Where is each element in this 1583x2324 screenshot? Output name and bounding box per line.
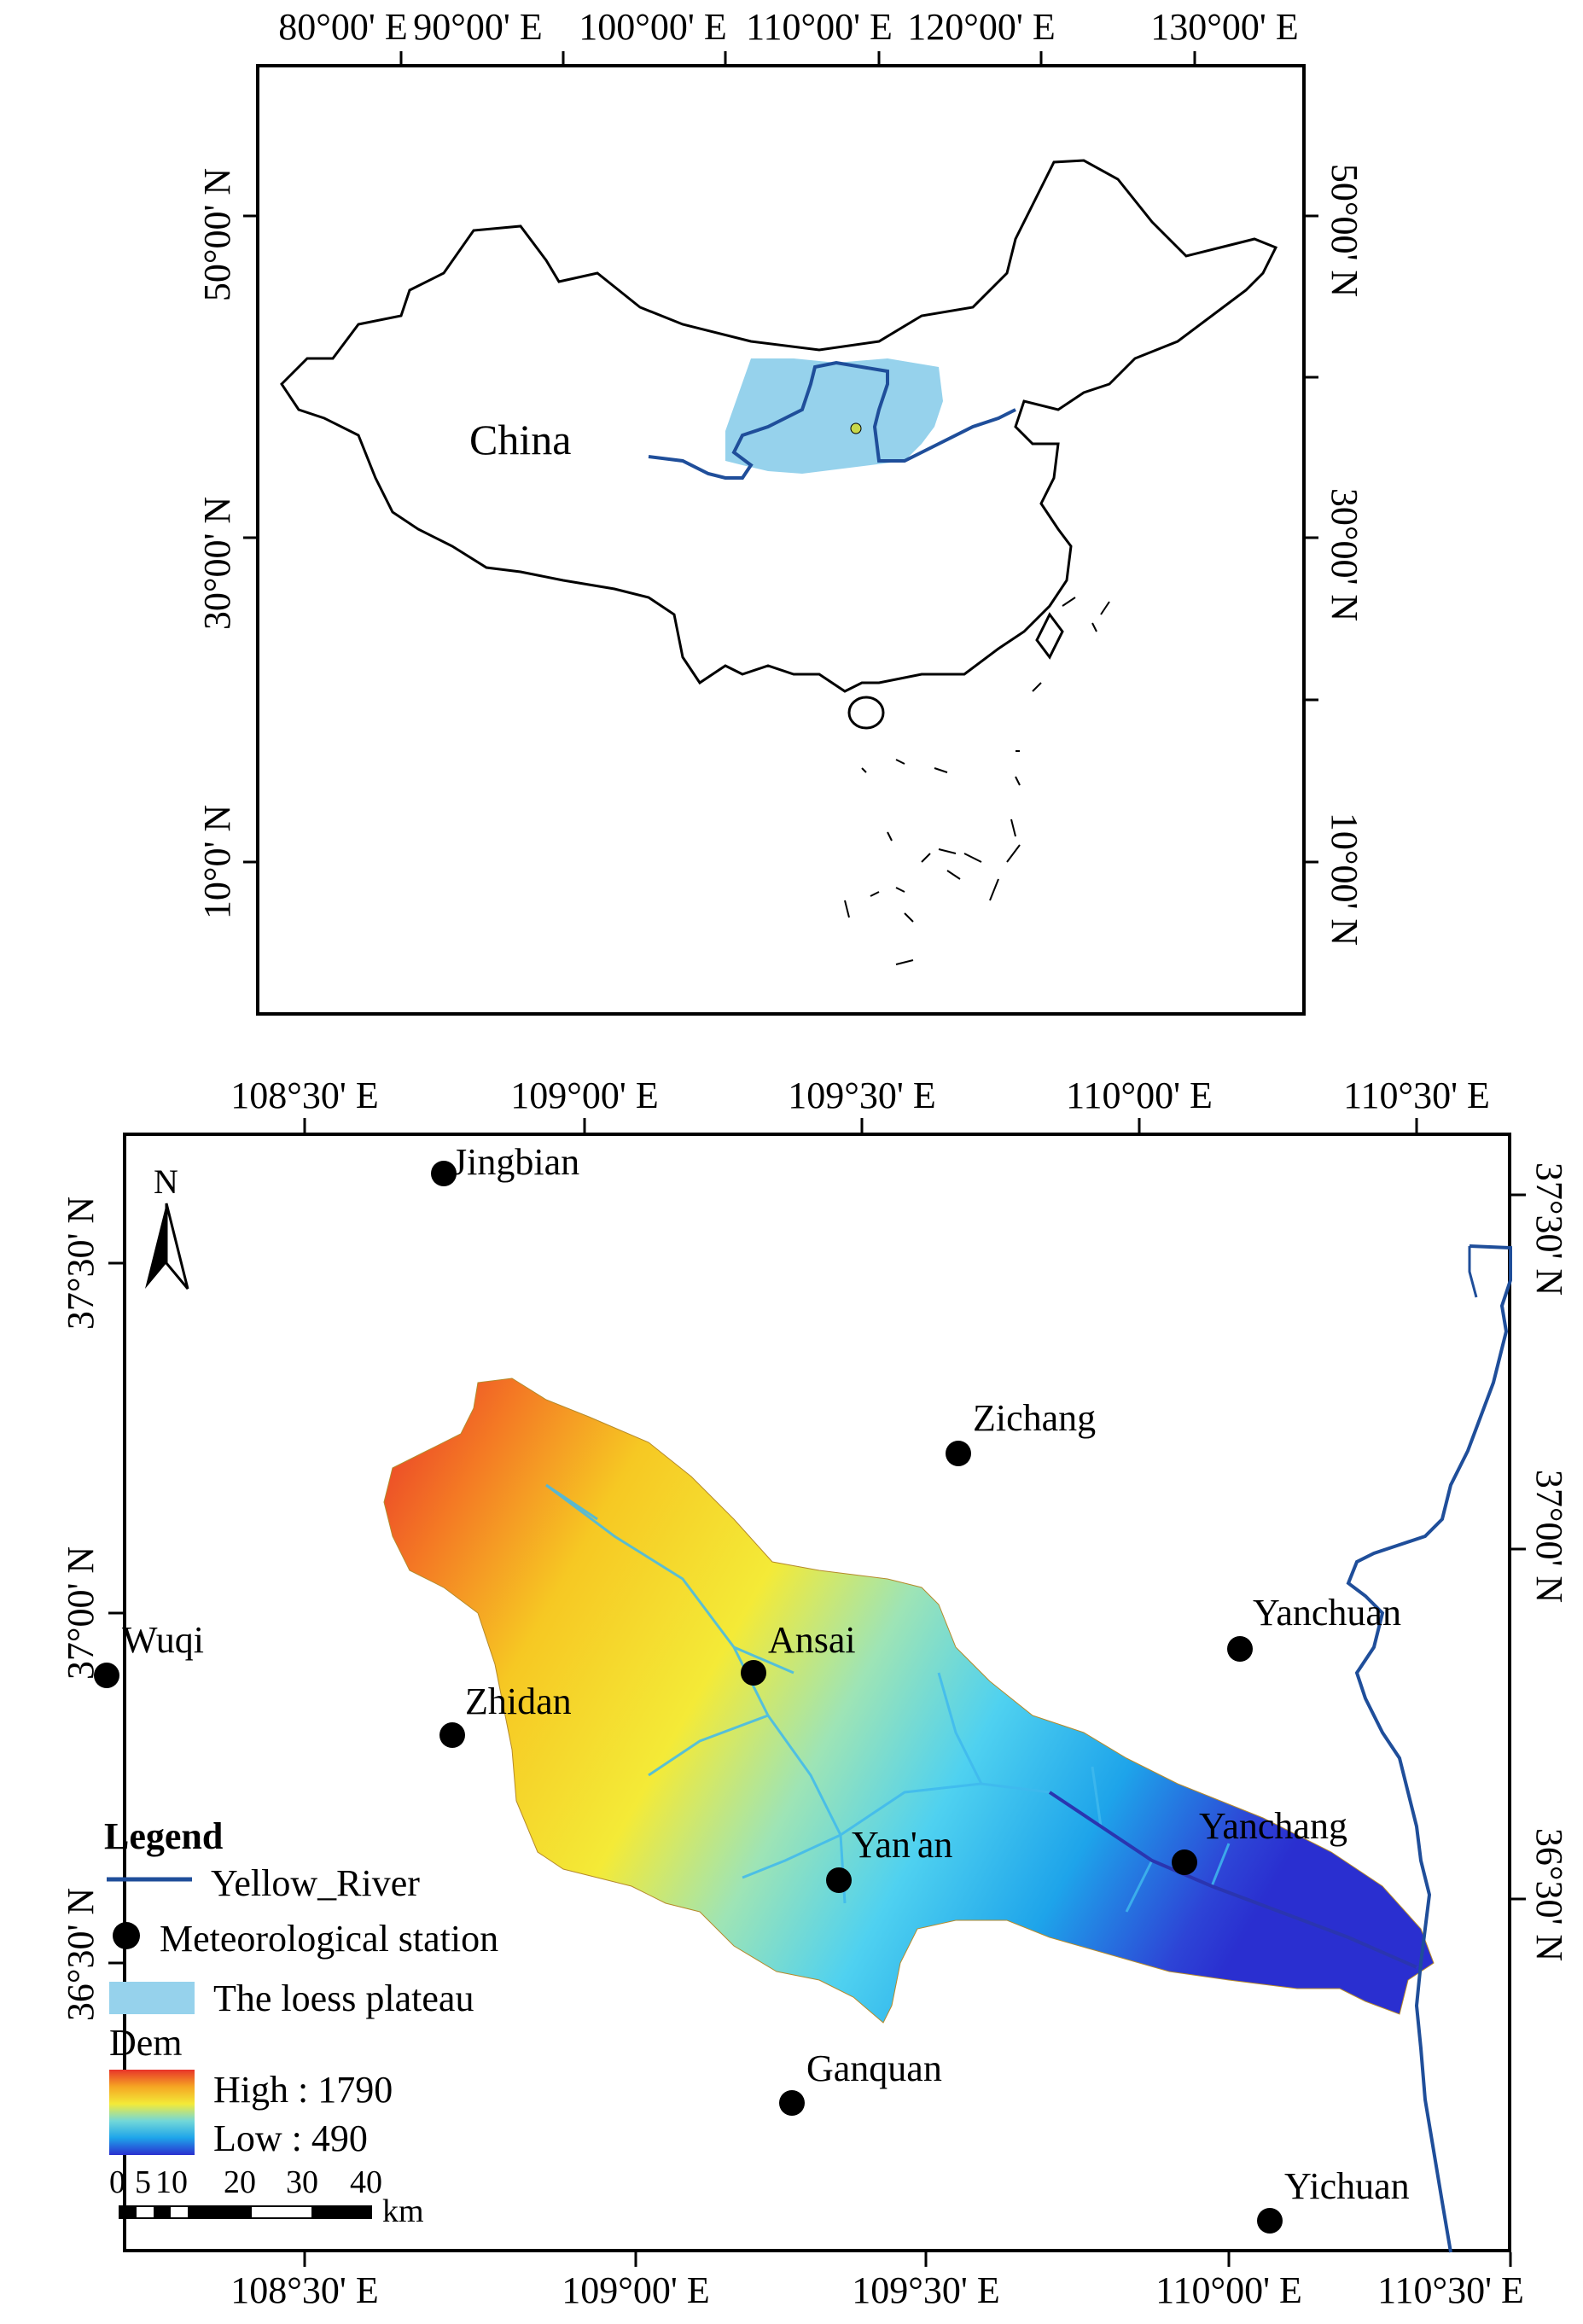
bottom-lat-left-1: 37°30' N [60,1196,102,1331]
legend-dem-ramp [109,2070,195,2155]
station-marker [826,1867,852,1893]
yellow-river-inset [648,360,1016,480]
station-marker [1227,1636,1253,1662]
station-label: Jingbian [452,1141,580,1183]
bottom-lon-top-4: 110°00' E [1066,1075,1213,1116]
top-lon-label-5: 120°00' E [907,6,1056,48]
north-arrow-icon [145,1203,189,1290]
legend-river-label: Yellow_River [211,1862,420,1904]
legend-plateau-label: The loess plateau [213,1977,474,2019]
north-arrow-label: N [154,1162,178,1201]
bottom-lon-bottom-1: 108°30' E [230,2269,379,2311]
station-label: Ansai [768,1619,856,1661]
dem-watershed [383,1378,1435,2024]
station-marker [431,1161,457,1186]
station-marker [94,1663,119,1688]
legend-dem-low: Low : 490 [213,2117,368,2159]
scale-unit: km [382,2193,424,2229]
scale-tick-0: 0 [109,2164,125,2200]
legend-station-symbol [113,1922,140,1949]
station-label: Yichuan [1284,2165,1410,2207]
bottom-lon-top-2: 109°00' E [510,1075,659,1116]
bottom-lat-right-3: 36°30' N [1528,1827,1570,1962]
top-lon-label-2: 90°00' E [413,6,543,48]
station-label: Yanchuan [1253,1592,1401,1634]
bottom-lat-right-1: 37°30' N [1528,1162,1570,1296]
country-label: China [469,416,572,463]
bottom-lat-left-2: 37°00' N [60,1546,102,1680]
legend-dem-title: Dem [109,2022,183,2064]
bottom-lon-bottom-5: 110°30' E [1377,2269,1524,2311]
bottom-lat-left-3: 36°30' N [60,1887,102,2022]
station-label: Wuqi [122,1619,204,1661]
bottom-lat-right-2: 37°00' N [1528,1469,1570,1604]
study-area-marker [850,422,862,434]
station-marker [741,1660,766,1686]
bottom-lon-top-1: 108°30' E [230,1075,379,1116]
legend-station-label: Meteorological station [160,1918,499,1960]
station-label: Yan'an [852,1824,953,1866]
scale-tick-40: 40 [350,2164,382,2200]
scale-tick-20: 20 [224,2164,256,2200]
station-label: Ganquan [806,2047,942,2089]
station-label: Zhidan [465,1680,572,1722]
scale-tick-30: 30 [286,2164,318,2200]
bottom-lon-bottom-4: 110°00' E [1155,2269,1302,2311]
station-label: Yanchang [1199,1805,1347,1847]
scale-bar [119,2205,372,2219]
bottom-lon-top-5: 110°30' E [1343,1075,1490,1116]
top-lon-label-3: 100°00' E [579,6,727,48]
bottom-lon-top-3: 109°30' E [788,1075,936,1116]
station-marker [779,2090,805,2116]
station-label: Zichang [973,1397,1097,1439]
station-marker [1257,2208,1283,2234]
legend-title: Legend [104,1815,224,1857]
bottom-lon-bottom-3: 109°30' E [852,2269,1000,2311]
station-marker [1172,1849,1197,1875]
top-lon-label-4: 110°00' E [746,6,893,48]
top-lon-label-1: 80°00' E [278,6,408,48]
legend-dem-high: High : 1790 [213,2069,393,2111]
station-marker [439,1722,465,1748]
legend-plateau-symbol [109,1982,195,2014]
scale-tick-10: 10 [155,2164,188,2200]
scale-tick-5: 5 [135,2164,151,2200]
station-marker [946,1441,971,1466]
yellow-river [1346,1244,1512,2253]
bottom-lon-bottom-2: 109°00' E [562,2269,710,2311]
top-lon-label-6: 130°00' E [1150,6,1299,48]
loess-plateau-area [725,358,943,474]
